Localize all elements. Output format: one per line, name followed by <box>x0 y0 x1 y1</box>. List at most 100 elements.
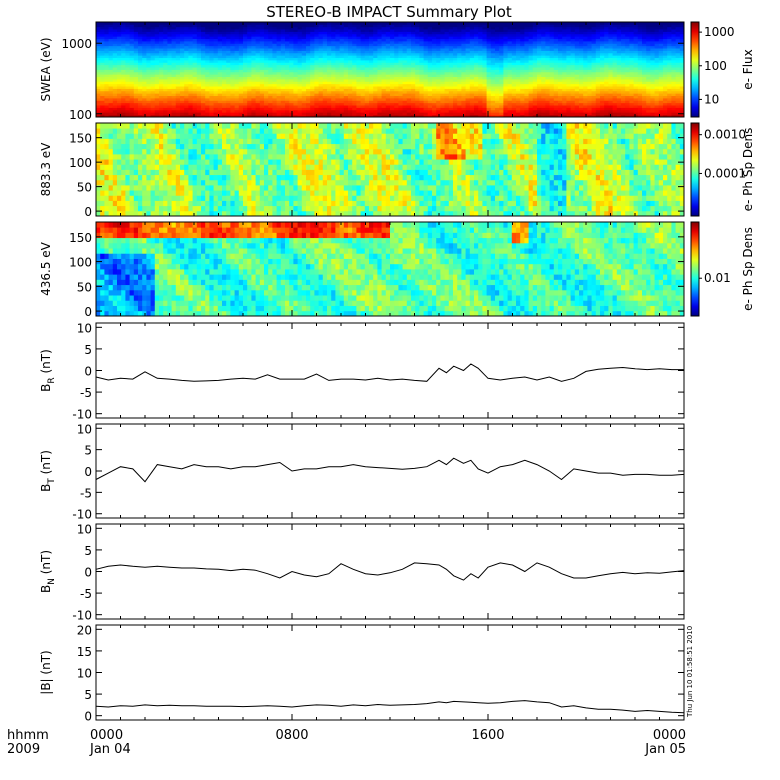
swea-cell <box>306 43 311 47</box>
swea-cell <box>432 62 437 66</box>
swea-cell <box>205 22 210 25</box>
swea-cell <box>373 57 378 61</box>
swea-cell <box>612 45 618 49</box>
swea-cell <box>121 36 126 40</box>
swea-cell <box>385 38 391 42</box>
swea-cell <box>482 69 487 73</box>
swea-cell <box>360 112 366 116</box>
swea-cell <box>474 81 479 85</box>
swea-cell <box>104 45 109 49</box>
swea-cell <box>125 48 130 51</box>
swea-cell <box>112 71 118 75</box>
swea-cell <box>96 67 101 70</box>
swea-cell <box>259 93 265 97</box>
swea-cell <box>247 52 252 56</box>
swea-cell <box>234 64 240 68</box>
swea-cell <box>154 107 160 111</box>
swea-cell <box>238 86 244 89</box>
swea-cell <box>259 64 265 68</box>
swea-cell <box>448 45 454 49</box>
swea-cell <box>427 95 433 99</box>
swea-cell <box>486 38 492 42</box>
swea-cell <box>427 79 433 82</box>
swea-cell <box>507 86 513 89</box>
swea-cell <box>545 93 550 97</box>
swea-cell <box>306 67 311 70</box>
swea-cell <box>495 102 500 106</box>
swea-cell <box>511 83 517 87</box>
swea-cell <box>532 98 538 101</box>
swea-cell <box>398 83 403 87</box>
swea-cell <box>398 33 403 37</box>
swea-cell <box>587 71 592 75</box>
swea-cell <box>314 24 319 28</box>
swea-cell <box>167 112 172 116</box>
swea-cell <box>457 45 462 49</box>
swea-cell <box>474 86 479 89</box>
swea-cell <box>423 62 429 66</box>
swea-cell <box>331 50 336 54</box>
swea-cell <box>167 100 172 104</box>
swea-cell <box>201 41 206 44</box>
swea-cell <box>289 107 294 111</box>
swea-cell <box>226 76 231 80</box>
swea-cell <box>129 100 135 104</box>
swea-cell <box>406 41 412 44</box>
swea-cell <box>255 57 261 61</box>
swea-cell <box>604 95 609 99</box>
swea-cell <box>129 114 135 118</box>
swea-cell <box>570 22 576 25</box>
swea-cell <box>461 52 466 56</box>
swea-cell <box>574 109 580 113</box>
swea-cell <box>478 107 483 111</box>
swea-cell <box>343 86 349 89</box>
swea-cell <box>591 90 597 94</box>
swea-cell <box>385 31 391 35</box>
swea-cell <box>226 100 231 104</box>
swea-cell <box>138 31 143 35</box>
swea-cell <box>612 29 618 32</box>
swea-cell <box>255 41 261 44</box>
swea-cell <box>553 62 559 66</box>
swea-cell <box>579 45 584 49</box>
swea-cell <box>469 107 475 111</box>
swea-cell <box>117 31 122 35</box>
swea-cell <box>474 22 479 25</box>
swea-cell <box>600 102 605 106</box>
swea-cell <box>293 36 298 40</box>
swea-cell <box>133 83 139 87</box>
swea-cell <box>427 83 433 87</box>
swea-cell <box>150 64 156 68</box>
swea-cell <box>511 48 517 51</box>
swea-cell <box>100 48 105 51</box>
swea-cell <box>159 109 164 113</box>
swea-cell <box>411 69 416 73</box>
swea-cell <box>427 76 433 80</box>
swea-cell <box>457 26 462 30</box>
swea-cell <box>381 74 387 78</box>
swea-cell <box>394 98 399 101</box>
swea-cell <box>209 98 214 101</box>
swea-cell <box>511 41 517 44</box>
swea-cell <box>167 105 172 108</box>
swea-cell <box>335 45 340 49</box>
swea-cell <box>419 45 424 49</box>
swea-cell <box>566 45 571 49</box>
swea-cell <box>394 95 399 99</box>
swea-cell <box>553 86 559 89</box>
swea-cell <box>427 55 433 59</box>
swea-cell <box>129 55 135 59</box>
swea-cell <box>339 114 345 118</box>
swea-cell <box>390 112 395 116</box>
swea-cell <box>163 81 168 85</box>
swea-cell <box>453 60 458 63</box>
swea-cell <box>469 69 475 73</box>
swea-cell <box>398 67 403 70</box>
swea-cell <box>163 79 168 82</box>
swea-cell <box>616 93 622 97</box>
swea-cell <box>377 81 382 85</box>
swea-cell <box>180 100 185 104</box>
swea-cell <box>524 83 529 87</box>
swea-cell <box>255 109 261 113</box>
swea-cell <box>117 55 122 59</box>
